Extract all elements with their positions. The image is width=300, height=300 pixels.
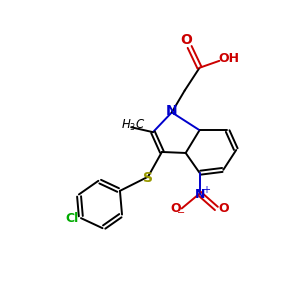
Text: N: N <box>195 188 206 201</box>
Text: −: − <box>177 208 185 218</box>
Text: +: + <box>202 184 211 195</box>
Text: N: N <box>166 104 178 118</box>
Text: O: O <box>181 33 193 47</box>
Text: $H_3C$: $H_3C$ <box>121 118 146 133</box>
Text: Cl: Cl <box>65 212 79 225</box>
Text: S: S <box>143 171 153 185</box>
Text: O: O <box>170 202 181 215</box>
Text: O: O <box>218 202 229 215</box>
Text: OH: OH <box>219 52 240 65</box>
